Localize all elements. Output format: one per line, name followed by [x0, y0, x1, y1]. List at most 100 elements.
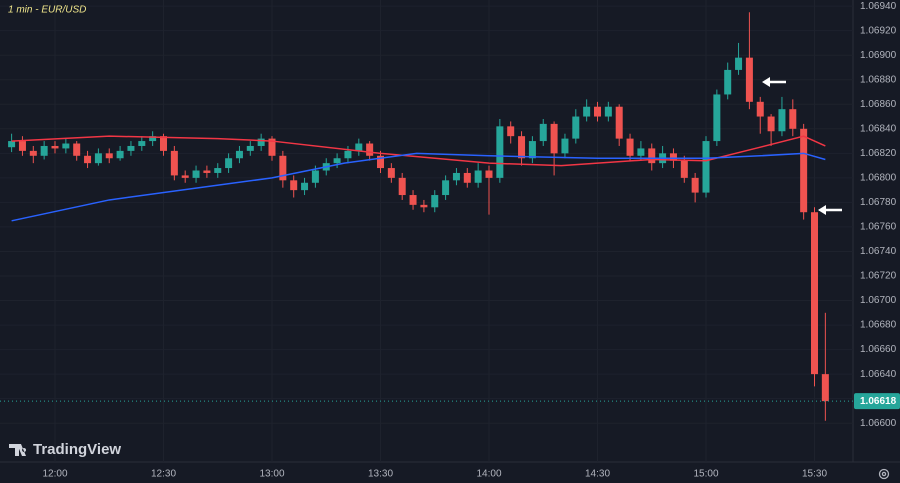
y-tick-label: 1.06680: [860, 320, 897, 331]
candle-body: [756, 101, 764, 117]
last-price-tag: [854, 393, 900, 410]
candle-body: [225, 158, 233, 169]
y-tick-label: 1.06840: [860, 123, 897, 134]
candle-body: [539, 123, 547, 142]
candle-body: [138, 141, 146, 146]
candle-body: [800, 128, 808, 213]
y-tick-label: 1.06600: [860, 418, 897, 429]
candle-body: [431, 195, 439, 208]
y-tick-label: 1.06900: [860, 50, 897, 61]
candle-body: [583, 106, 591, 117]
x-tick-label: 12:00: [42, 469, 67, 480]
candle-body: [528, 141, 536, 159]
candle-body: [615, 106, 623, 139]
x-tick-label: 15:30: [802, 469, 827, 480]
candle-body: [311, 170, 319, 183]
candle-body: [735, 57, 743, 70]
candle-body: [116, 150, 124, 159]
chart-title: 1 min - EUR/USD: [8, 5, 86, 16]
candle-body: [496, 126, 504, 178]
annotation-arrow: [818, 205, 842, 215]
candle-body: [398, 177, 406, 196]
candle-body: [160, 136, 167, 151]
candle-body: [29, 150, 37, 156]
x-tick-label: 13:30: [368, 469, 393, 480]
moving-average-line: [11, 135, 826, 167]
candle-body: [572, 116, 580, 139]
watermark-logo: [9, 444, 27, 456]
candle-body: [669, 153, 677, 161]
watermark: TradingView: [33, 441, 121, 458]
y-tick-label: 1.06660: [860, 344, 897, 355]
candle-body: [192, 170, 200, 178]
settings-icon[interactable]: [878, 468, 890, 480]
candle-body: [485, 170, 493, 178]
candle-body: [474, 170, 482, 183]
candle-body: [105, 153, 113, 159]
y-tick-label: 1.06800: [860, 173, 897, 184]
y-tick-label: 1.06700: [860, 295, 897, 306]
moving-average-line: [11, 152, 826, 222]
candle-body: [507, 126, 515, 137]
annotation-arrow: [762, 77, 786, 87]
last-price-label: 1.06618: [860, 396, 897, 407]
candle-body: [18, 141, 26, 151]
x-tick-label: 15:00: [693, 469, 718, 480]
candle-body: [344, 150, 352, 159]
candle-body: [246, 145, 254, 151]
y-tick-label: 1.06740: [860, 246, 897, 257]
candle-body: [745, 57, 753, 102]
y-tick-label: 1.06780: [860, 197, 897, 208]
candle-body: [62, 143, 70, 149]
candle-body: [40, 145, 48, 156]
candle-body: [821, 374, 829, 402]
y-tick-label: 1.06860: [860, 99, 897, 110]
y-tick-label: 1.06920: [860, 25, 897, 36]
candle-body: [257, 138, 265, 146]
candle-body: [702, 141, 710, 193]
candle-body: [149, 136, 157, 142]
candle-body: [73, 143, 81, 156]
y-tick-label: 1.06940: [860, 1, 897, 12]
candle-body: [409, 195, 417, 205]
x-tick-label: 12:30: [151, 469, 176, 480]
candle-body: [170, 150, 178, 176]
candle-body: [333, 158, 341, 164]
plot: [8, 12, 829, 421]
y-tick-label: 1.06760: [860, 222, 897, 233]
candle-body: [127, 145, 135, 151]
candle-body: [290, 180, 298, 191]
x-tick-label: 13:00: [259, 469, 284, 480]
candle-body: [626, 138, 634, 156]
candle-body: [181, 175, 189, 178]
x-tick-label: 14:00: [476, 469, 501, 480]
candle-body: [637, 148, 645, 156]
candle-body: [713, 94, 721, 142]
candle-body: [420, 204, 428, 208]
y-tick-label: 1.06880: [860, 74, 897, 85]
candle-body: [51, 145, 59, 149]
candle-body: [648, 148, 656, 164]
candle-body: [680, 160, 688, 178]
candle-body: [789, 109, 797, 129]
candle-body: [203, 170, 211, 173]
y-tick-label: 1.06640: [860, 369, 897, 380]
candle-body: [94, 153, 102, 164]
candle-body: [377, 155, 384, 169]
candle-body: [279, 155, 287, 181]
candle-body: [604, 106, 612, 117]
candle-body: [463, 172, 471, 183]
candle-body: [691, 177, 699, 193]
candle-body: [301, 182, 309, 191]
candle-body: [594, 106, 601, 117]
x-tick-label: 14:30: [585, 469, 610, 480]
candle-body: [442, 180, 450, 196]
candle-body: [550, 123, 558, 154]
candle-body: [8, 141, 16, 148]
candle-body: [214, 168, 222, 173]
y-tick-label: 1.06720: [860, 271, 897, 282]
candle-body: [366, 143, 374, 156]
